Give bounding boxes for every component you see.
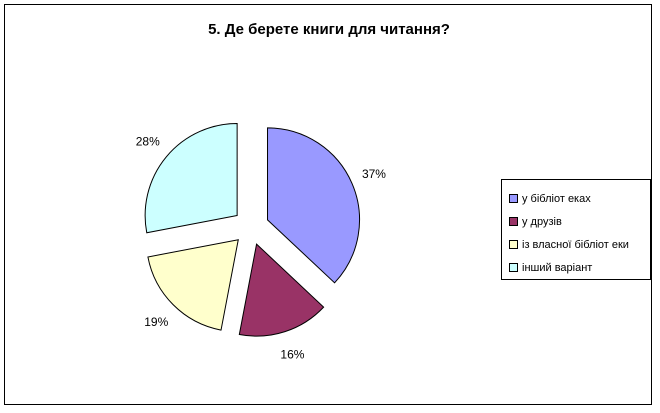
legend-item: у друзів — [509, 210, 650, 233]
pie-chart: 37% 16% 19% 28% — [136, 123, 386, 361]
chart-area: 5. Де берете книги для читання? 37% 16% 19… — [4, 4, 652, 405]
pie-slice — [144, 123, 238, 234]
legend-label: інший варіант — [522, 261, 593, 274]
pie-slice — [267, 127, 361, 284]
legend-item: у бібліот еках — [509, 187, 650, 210]
legend-label: у друзів — [522, 215, 562, 228]
chart-legend: у бібліот еках у друзів із власної бібліот… — [501, 179, 651, 280]
pie-value-label: 37% — [362, 167, 386, 181]
chart-title: 5. Де берете книги для читання? — [208, 21, 450, 38]
legend-item: інший варіант — [509, 256, 650, 279]
legend-label: із власної бібліот еки — [522, 238, 629, 251]
legend-swatch — [509, 240, 518, 249]
legend-swatch — [509, 194, 518, 203]
pie-value-label: 19% — [144, 315, 168, 329]
pie-value-label: 28% — [136, 135, 160, 149]
pie-slice — [238, 243, 325, 337]
legend-item: із власної бібліот еки — [509, 233, 650, 256]
pie-slice — [147, 239, 239, 331]
legend-swatch — [509, 217, 518, 226]
pie-value-label: 16% — [280, 347, 304, 361]
legend-swatch — [509, 263, 518, 272]
legend-label: у бібліот еках — [522, 192, 591, 205]
